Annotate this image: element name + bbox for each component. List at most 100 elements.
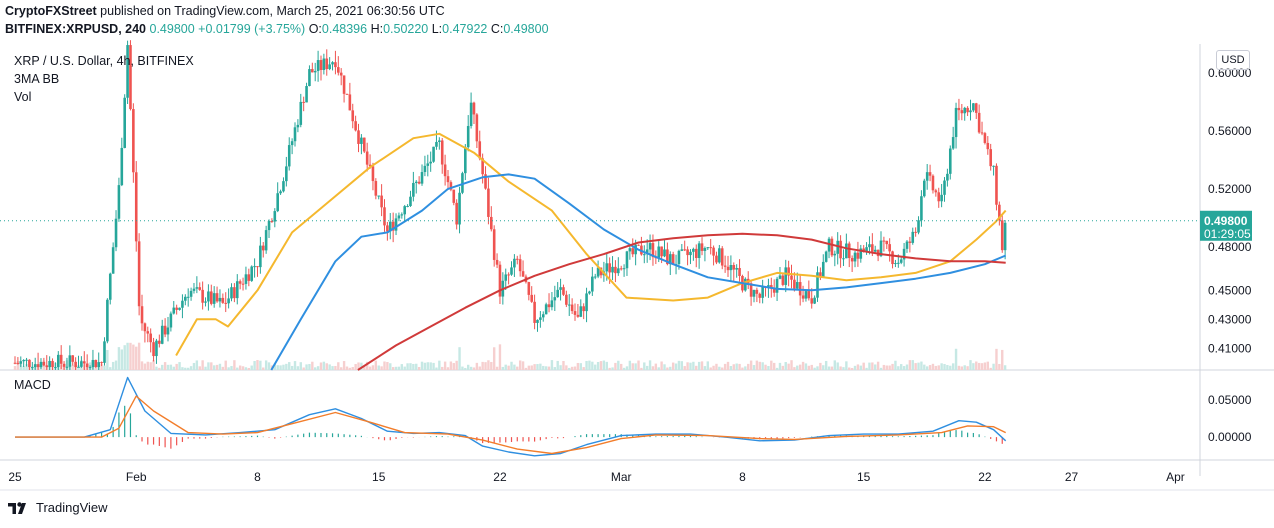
candle-body [57,354,60,368]
volume-bar [703,366,707,370]
candle-body [42,361,46,366]
volume-bar [755,360,759,370]
volume-bar [339,367,343,370]
volume-bar [853,365,857,370]
volume-bar [824,360,828,370]
candle-body [974,103,978,113]
candle-body [328,64,331,70]
price-unit-button[interactable]: USD [1216,50,1250,70]
volume-bar [204,366,207,370]
candle-body [68,355,72,367]
volume-bar [949,365,952,370]
indicator-ma-bb[interactable]: 3MA BB [14,72,60,86]
volume-bar [726,361,730,370]
candle-body [233,287,236,299]
candle-body [544,304,548,315]
candle-body [781,275,785,285]
candle-body [472,102,476,115]
volume-bar [790,360,793,370]
candle-body [666,249,669,265]
volume-bar [527,365,531,370]
indicator-volume[interactable]: Vol [14,90,32,104]
candle-body [694,248,698,259]
candle-body [798,282,802,296]
volume-bar [363,365,366,370]
candle-body [478,141,482,159]
candle-body [784,267,788,285]
candle-body [761,287,764,298]
candle-body [588,291,591,294]
volume-bar [908,360,912,370]
volume-bar [859,365,862,370]
candle-body [833,253,837,256]
candle-body [45,365,49,368]
volume-bar [963,365,966,370]
candle-body [657,246,661,258]
price-tick-6: 0.41000 [1208,341,1252,355]
candle-body [605,263,609,272]
volume-bar [420,361,424,370]
candle-body [547,304,551,308]
candle-body [414,181,418,183]
candle-body [259,245,262,268]
candle-body [195,287,199,289]
volume-bar [657,367,660,370]
candle-body [738,268,741,276]
candle-body [132,109,135,173]
candle-body [270,221,274,223]
candle-body [377,195,381,197]
volume-bar [764,364,767,370]
candle-body [891,251,894,265]
candle-body [163,325,167,335]
candle-body [755,289,759,294]
time-tick-5: Mar [611,470,632,484]
publisher-name[interactable]: CryptoFXStreet [5,4,97,18]
time-tick-1: Feb [126,470,147,484]
volume-bar [299,362,302,370]
volume-bar [729,366,733,370]
candle-body [484,174,487,189]
candle-body [256,266,259,268]
candle-body [663,249,666,257]
candle-body [146,331,150,334]
volume-bar [570,366,574,370]
volume-bar [325,363,328,370]
volume-bar [117,347,121,370]
candle-body [882,240,886,242]
volume-bar [879,367,883,370]
candle-body [175,307,178,310]
volume-bar [187,367,190,370]
volume-bar [123,345,126,370]
candle-body [313,70,317,73]
volume-bar [406,363,409,370]
candle-body [565,294,568,305]
volume-bar [966,366,969,370]
candle-body [261,245,265,251]
tradingview-brand[interactable]: TradingView [8,500,108,515]
macd-pane-title[interactable]: MACD [14,378,51,392]
volume-bar [787,363,790,370]
volume-bar [848,367,851,370]
candle-body [648,243,652,250]
volume-bar [628,360,632,370]
volume-bar [114,360,118,370]
candle-body [816,272,819,298]
candle-body [126,45,129,98]
volume-bar [651,366,655,370]
candle-body [625,251,629,269]
volume-bar [302,367,305,370]
candle-body [469,102,473,127]
volume-bar [972,363,975,370]
candle-body [758,293,762,298]
volume-bar [992,363,995,370]
volume-bar [195,360,199,370]
candle-body [559,287,562,290]
candle-body [123,97,126,148]
candle-body [178,307,181,310]
candle-body [440,140,444,165]
candle-body [282,181,285,192]
candle-body [285,166,288,182]
volume-bar [579,363,582,370]
volume-bar [152,360,155,370]
